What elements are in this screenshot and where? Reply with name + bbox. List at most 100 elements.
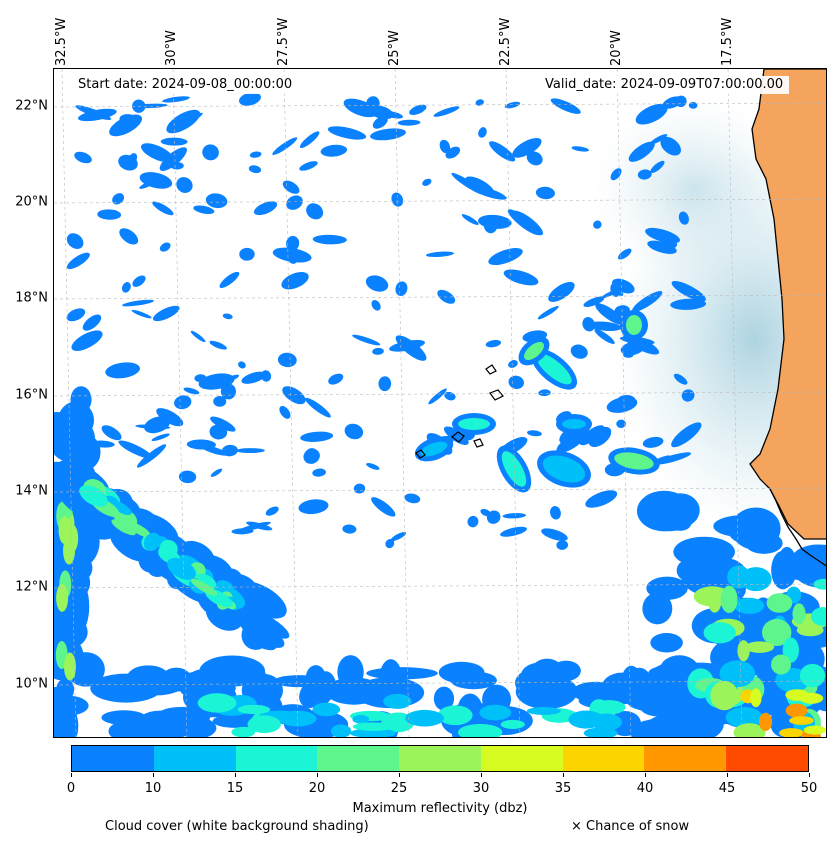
reflectivity-cell — [349, 728, 397, 737]
reflectivity-cell — [127, 153, 138, 166]
reflectivity-cell — [475, 99, 484, 106]
colorbar-tick — [399, 773, 400, 777]
reflectivity-cell — [536, 353, 572, 385]
reflectivity-cell — [771, 654, 792, 675]
reflectivity-cell — [265, 506, 279, 516]
reflectivity-cell — [535, 186, 555, 200]
reflectivity-cell — [303, 448, 320, 464]
reflectivity-cell — [143, 532, 161, 551]
reflectivity-cell — [352, 334, 381, 346]
reflectivity-cell — [438, 661, 485, 684]
reflectivity-cell — [248, 165, 262, 174]
reflectivity-cell — [478, 127, 487, 138]
reflectivity-cell — [337, 655, 364, 690]
reflectivity-cell — [238, 361, 246, 369]
reflectivity-cell — [579, 425, 605, 446]
reflectivity-cell — [570, 344, 588, 359]
reflectivity-cell — [703, 622, 736, 644]
reflectivity-cell — [538, 389, 551, 397]
reflectivity-cell — [479, 704, 512, 721]
reflectivity-cell — [144, 416, 171, 434]
reflectivity-cell — [439, 139, 451, 154]
reflectivity-cell — [366, 462, 380, 470]
reflectivity-cell — [66, 308, 86, 322]
colorbar-tick — [71, 773, 72, 777]
reflectivity-cell — [512, 137, 542, 158]
reflectivity-cell — [132, 710, 187, 737]
reflectivity-cell — [320, 144, 348, 157]
reflectivity-cell — [527, 430, 542, 437]
reflectivity-cell — [526, 151, 543, 166]
reflectivity-cell — [54, 418, 95, 457]
reflectivity-cell — [637, 169, 652, 180]
reflectivity-cell — [66, 252, 90, 270]
reflectivity-cell — [420, 441, 448, 457]
reflectivity-cell — [190, 578, 218, 596]
colorbar-segment — [480, 746, 563, 771]
reflectivity-cell — [750, 688, 762, 708]
reflectivity-cell — [183, 387, 200, 395]
reflectivity-cell — [673, 373, 688, 385]
reflectivity-cell — [238, 92, 261, 106]
colorbar-tick-label: 50 — [800, 781, 818, 796]
reflectivity-cell — [235, 448, 265, 454]
map-frame[interactable] — [53, 68, 827, 738]
reflectivity-cell — [485, 339, 502, 348]
reflectivity-cell — [215, 580, 235, 596]
reflectivity-cell — [785, 689, 809, 701]
reflectivity-cell — [56, 583, 69, 612]
reflectivity-cell — [720, 585, 738, 614]
lat-label-12n: 12°N — [15, 579, 48, 595]
reflectivity-cell — [66, 233, 84, 249]
reflectivity-cell — [151, 433, 170, 442]
reflectivity-cell — [152, 201, 174, 216]
reflectivity-cell — [126, 521, 151, 538]
lat-label-20n: 20°N — [15, 194, 48, 210]
reflectivity-cell — [186, 439, 216, 450]
cloud-cover-note: Cloud cover (white background shading) — [105, 819, 369, 834]
reflectivity-cell — [282, 386, 306, 405]
reflectivity-cell — [504, 101, 521, 109]
reflectivity-cell — [390, 531, 407, 542]
reflectivity-cell — [372, 347, 384, 355]
reflectivity-cell — [299, 681, 332, 708]
reflectivity-cell — [792, 603, 806, 625]
reflectivity-cell — [298, 499, 329, 515]
reflectivity-cell — [118, 440, 153, 459]
reflectivity-cell — [458, 418, 490, 430]
reflectivity-cell — [585, 490, 618, 508]
reflectivity-cell — [404, 493, 421, 504]
reflectivity-cell — [167, 557, 196, 580]
reflectivity-cell — [365, 275, 389, 292]
reflectivity-cell — [515, 674, 578, 710]
reflectivity-cell — [277, 352, 297, 368]
reflectivity-cell — [77, 108, 117, 122]
reflectivity-cell — [202, 144, 219, 161]
reflectivity-cell — [205, 193, 228, 209]
reflectivity-cell — [190, 330, 206, 343]
reflectivity-cell — [477, 214, 512, 229]
reflectivity-cell — [642, 592, 673, 625]
reflectivity-cell — [488, 247, 523, 266]
reflectivity-cell — [132, 99, 146, 113]
reflectivity-cell — [660, 136, 682, 156]
reflectivity-cell — [647, 240, 677, 254]
reflectivity-cell — [664, 699, 710, 725]
lat-label-10n: 10°N — [15, 676, 48, 692]
colorbar-segment — [72, 746, 154, 771]
colorbar-tick — [809, 773, 810, 777]
reflectivity-cell — [312, 702, 341, 717]
reflectivity-cell — [126, 665, 170, 691]
reflectivity-cell — [227, 374, 239, 381]
reflectivity-cell — [282, 180, 300, 194]
reflectivity-cell — [213, 396, 227, 407]
colorbar-tick-label: 0 — [66, 781, 76, 796]
colorbar-segment — [399, 746, 481, 771]
reflectivity-cell — [385, 538, 395, 549]
reflectivity-cell — [325, 677, 383, 705]
reflectivity-cell — [383, 693, 412, 709]
reflectivity-cell — [281, 271, 309, 290]
reflectivity-cell — [593, 220, 602, 229]
reflectivity-cell — [791, 544, 826, 577]
reflectivity-cell — [327, 126, 367, 140]
